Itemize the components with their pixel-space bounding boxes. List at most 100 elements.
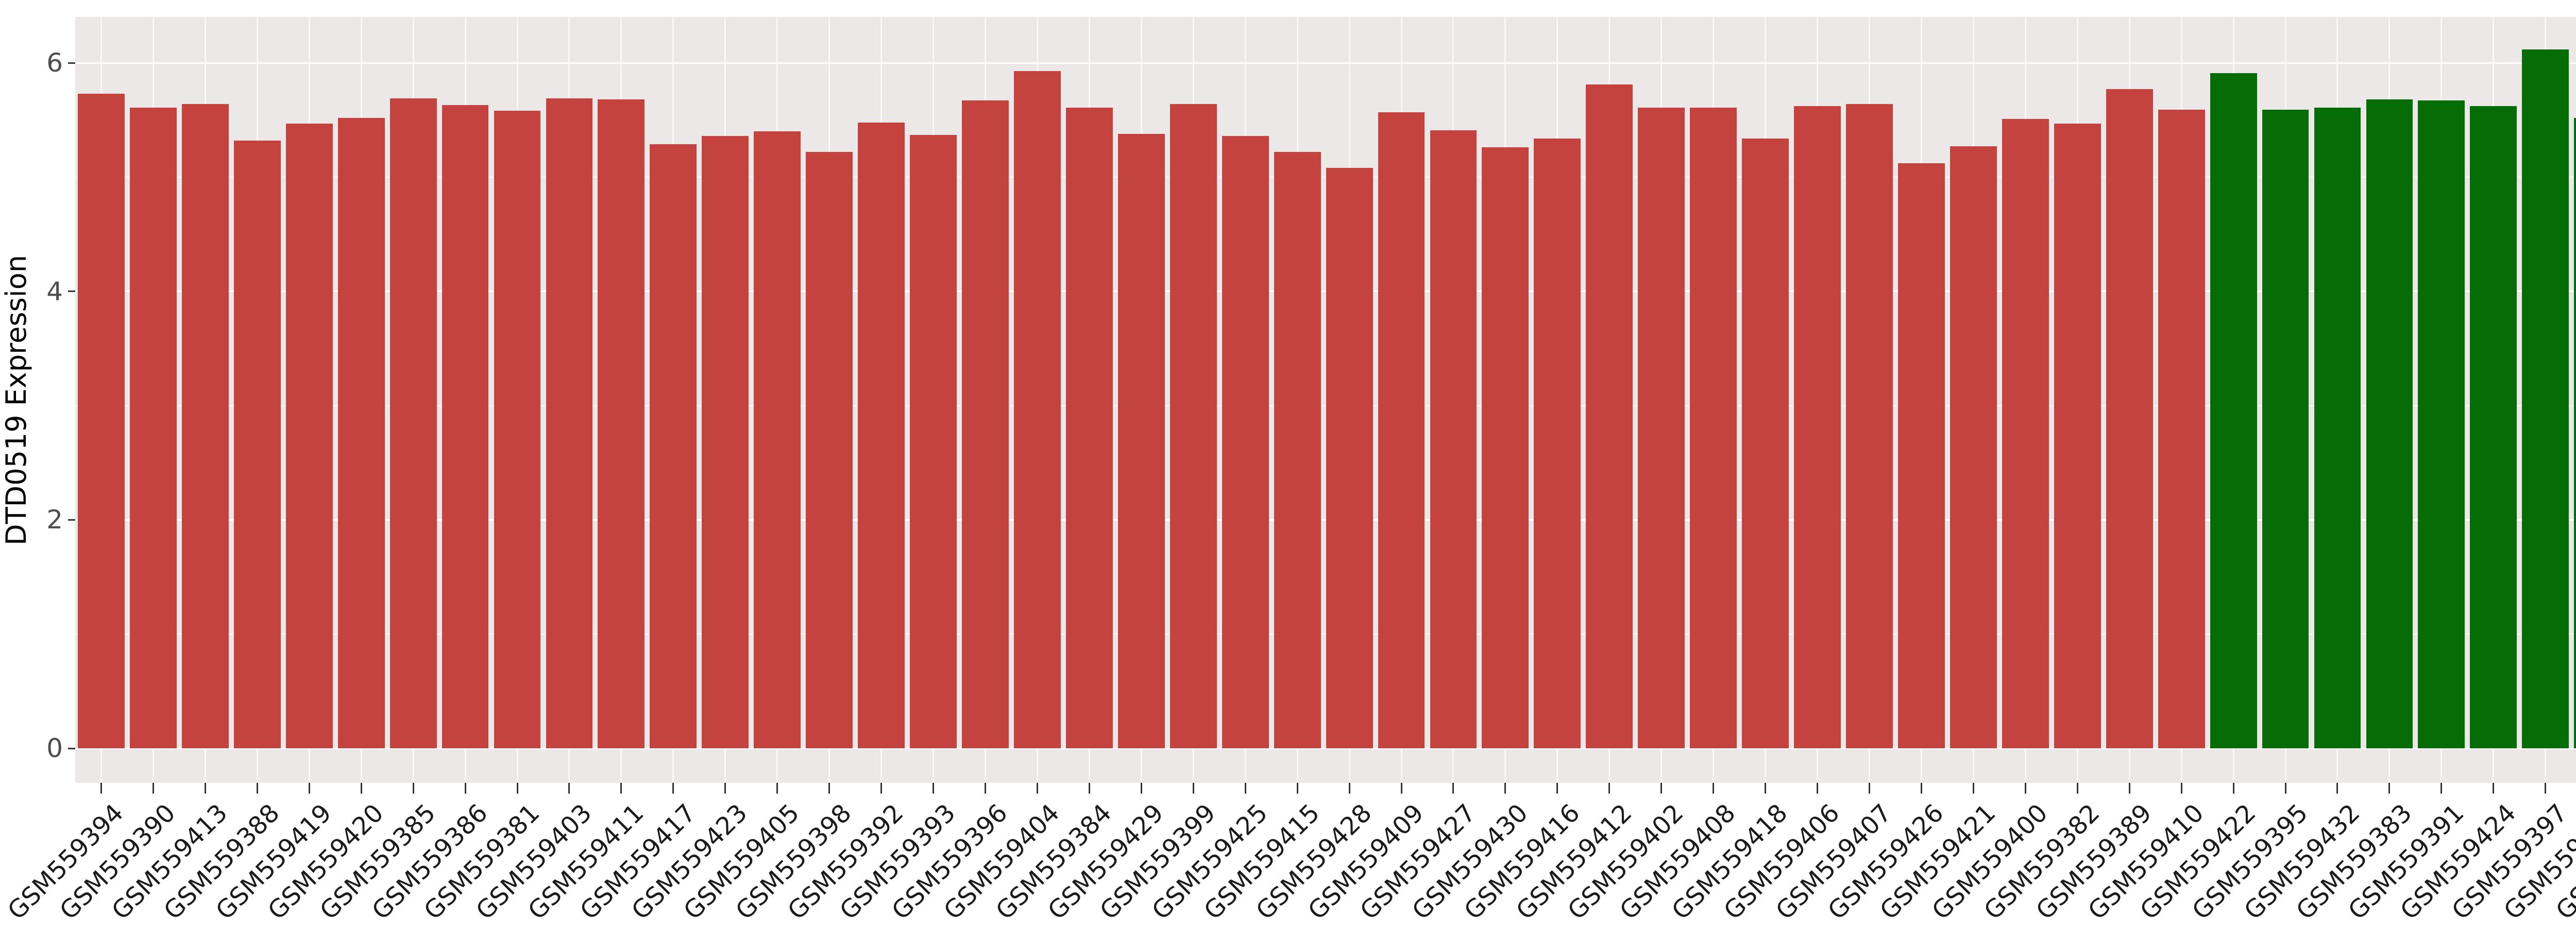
x-tick-mark [152,783,154,794]
x-tick-mark [360,783,362,794]
x-tick-mark [2336,783,2338,794]
bar-GSM559390 [129,107,177,748]
bar-GSM559429 [1117,133,1165,748]
x-tick-mark [1713,783,1715,794]
x-tick-mark [2388,783,2391,794]
bar-GSM559405 [754,131,801,748]
x-tick-mark [2024,783,2026,794]
x-tick-mark [2284,783,2286,794]
y-tick-mark-4 [68,290,75,293]
bar-GSM559392 [858,122,905,748]
x-tick-mark [933,783,935,794]
x-tick-mark [620,783,622,794]
bar-GSM559414 [2574,117,2576,748]
x-tick-mark [1660,783,1663,794]
bar-GSM559406 [1794,106,1841,748]
bar-GSM559409 [1378,112,1425,748]
x-tick-mark [776,783,778,794]
x-tick-mark [1920,783,1922,794]
x-tick-mark [1869,783,1870,794]
x-tick-mark [1192,783,1194,794]
y-tick-mark-2 [68,519,75,521]
x-tick-mark [1244,783,1246,794]
bar-GSM559383 [2366,99,2413,748]
bar-GSM559427 [1430,130,1477,748]
bar-GSM559397 [2522,49,2569,748]
x-tick-mark [2076,783,2078,794]
y-tick-label-4: 4 [46,276,63,306]
bar-GSM559415 [1274,152,1321,748]
bar-GSM559412 [1586,84,1633,748]
bar-GSM559388 [233,141,281,748]
x-tick-mark [1400,783,1402,794]
bar-GSM559416 [1534,138,1581,748]
y-axis-title: DTD0519 Expression [0,255,32,545]
bar-GSM559432 [2314,107,2361,748]
bar-GSM559398 [806,152,853,748]
bar-GSM559408 [1690,107,1737,748]
x-tick-mark [1348,783,1350,794]
bar-GSM559426 [1898,163,1945,748]
x-tick-mark [1452,783,1454,794]
bar-GSM559407 [1846,104,1893,748]
bar-GSM559423 [702,136,749,748]
y-tick-label-2: 2 [46,505,63,535]
bar-GSM559400 [2002,118,2049,748]
bar-GSM559393 [910,134,957,748]
bar-GSM559421 [1950,146,1997,748]
x-tick-mark [412,783,414,794]
gridline-minor-y5 [75,177,2576,178]
gridline-major-y4 [75,290,2576,293]
bar-GSM559419 [285,123,333,748]
bar-GSM559410 [2158,110,2205,748]
bar-GSM559430 [1482,147,1529,748]
y-tick-label-6: 6 [46,48,63,78]
bar-GSM559424 [2470,106,2517,748]
x-tick-mark [1140,783,1142,794]
bar-GSM559384 [1065,107,1113,748]
y-tick-label-0: 0 [46,733,63,763]
bar-GSM559391 [2418,100,2465,748]
y-tick-mark-6 [68,62,75,64]
bar-GSM559385 [389,98,437,748]
x-tick-mark [2232,783,2234,794]
bar-GSM559399 [1170,104,1217,748]
x-tick-mark [1504,783,1506,794]
bar-GSM559394 [78,94,125,748]
gridline-minor-y3 [75,405,2576,406]
bar-GSM559420 [337,117,385,748]
x-tick-mark [984,783,986,794]
x-tick-mark [2545,783,2547,794]
x-tick-mark [2493,783,2495,794]
x-tick-mark [2441,783,2443,794]
x-tick-mark [464,783,466,794]
y-tick-mark-0 [68,747,75,749]
x-tick-mark [1556,783,1558,794]
x-tick-mark [828,783,831,794]
bar-GSM559386 [442,105,489,748]
bar-GSM559403 [546,98,593,748]
x-tick-mark [204,783,206,794]
x-tick-mark [880,783,883,794]
bar-GSM559396 [962,100,1009,748]
bar-GSM559404 [1014,71,1061,748]
x-tick-mark [724,783,726,794]
bar-GSM559381 [494,111,541,748]
x-tick-mark [100,783,102,794]
x-tick-mark [1088,783,1090,794]
gridline-minor-y1 [75,633,2576,635]
bar-GSM559389 [2106,89,2153,748]
x-tick-mark [1972,783,1974,794]
gridline-major-y0 [75,747,2576,749]
bar-GSM559413 [181,104,229,748]
gridline-major-y2 [75,519,2576,521]
x-tick-mark [1036,783,1038,794]
bar-GSM559395 [2262,110,2309,748]
gridline-major-y6 [75,62,2576,64]
x-tick-mark [256,783,258,794]
bar-GSM559418 [1742,138,1789,748]
x-tick-mark [1817,783,1819,794]
x-tick-mark [308,783,310,794]
x-tick-mark [2128,783,2130,794]
